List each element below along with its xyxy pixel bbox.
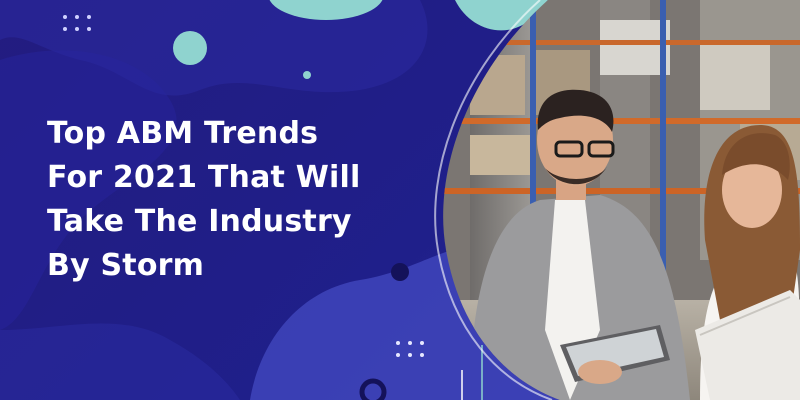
- headline-line-2: For 2021 That Will: [47, 160, 361, 195]
- teal-arc-top-right: [455, 0, 548, 31]
- headline: Top ABM Trends For 2021 That Will Take T…: [47, 112, 427, 288]
- dot-grid-top-left: [63, 15, 91, 31]
- navy-dot: [391, 263, 409, 281]
- photo-frame-outline: [434, 0, 553, 400]
- headline-line-1: Top ABM Trends: [47, 116, 319, 151]
- business-people-warehouse-photo: [443, 0, 800, 400]
- blob-shape-bottom-left: [0, 323, 240, 400]
- headline-line-3: Take The Industry: [47, 204, 352, 239]
- blob-shape-left: [0, 50, 177, 331]
- teal-dot-large: [173, 31, 207, 65]
- headline-line-4: By Storm: [47, 248, 205, 283]
- dot-grid-bottom: [396, 341, 424, 357]
- navy-ring: [359, 378, 387, 400]
- teal-dot-small: [303, 71, 311, 79]
- blob-shape-top: [0, 0, 428, 96]
- teal-circle-top: [269, 0, 383, 20]
